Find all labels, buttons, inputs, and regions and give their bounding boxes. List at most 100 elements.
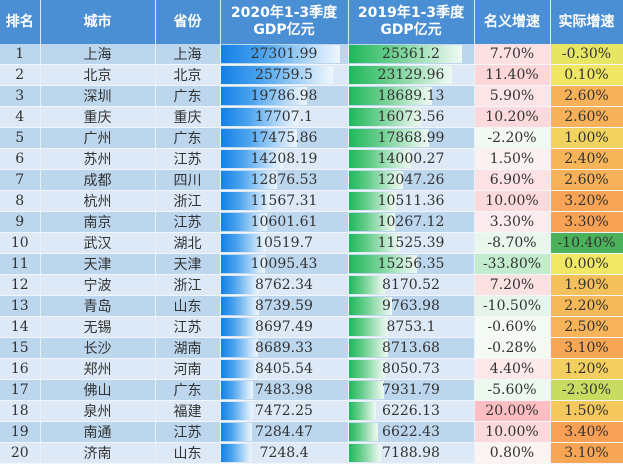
gdp-2019-value: 25361.2 — [382, 46, 440, 62]
city-cell: 天津 — [40, 253, 156, 275]
gdp-2019-cell: 18689.13 — [348, 85, 475, 107]
rank-cell: 19 — [0, 421, 41, 443]
gdp-2019-cell: 25361.2 — [348, 44, 475, 65]
real-growth-cell: 0.10% — [550, 64, 623, 86]
nominal-growth-cell: 1.50% — [474, 148, 551, 170]
gdp-2019-value: 12047.26 — [377, 172, 445, 188]
gdp-2020-data-bar — [220, 150, 283, 168]
gdp-2019-value: 8050.73 — [382, 361, 440, 377]
table-row: 13 青岛 山东 8739.59 9763.98 -10.50% 2.20% — [0, 295, 623, 317]
table-row: 5 广州 广东 17475.86 17868.99 -2.20% 1.00% — [0, 127, 623, 149]
nominal-growth-cell: -33.80% — [474, 253, 551, 275]
header-gdp-2019-line2: GDP亿元 — [380, 22, 442, 38]
gdp-2020-data-bar — [220, 339, 259, 357]
gdp-2020-cell: 10601.61 — [220, 211, 349, 233]
table-row: 17 佛山 广东 7483.98 7931.79 -5.60% -2.30% — [0, 379, 623, 401]
gdp-2019-cell: 11525.39 — [348, 232, 475, 254]
gdp-2020-data-bar — [220, 87, 308, 105]
header-row: 排名 城市 省份 2020年1-3季度 GDP亿元 2019年1-3季度 GDP亿元… — [0, 0, 623, 44]
gdp-2020-data-bar — [220, 234, 267, 252]
rank-cell: 18 — [0, 400, 41, 422]
real-growth-cell: 1.00% — [550, 127, 623, 149]
table-row: 7 成都 四川 12876.53 12047.26 6.90% 2.60% — [0, 169, 623, 191]
gdp-2019-data-bar — [348, 213, 395, 231]
nominal-growth-cell: 7.20% — [474, 274, 551, 296]
rank-cell: 9 — [0, 211, 41, 233]
real-growth-cell: 2.40% — [550, 148, 623, 170]
gdp-2020-value: 19786.98 — [250, 88, 318, 104]
city-cell: 南京 — [40, 211, 156, 233]
gdp-2020-cell: 8689.33 — [220, 337, 349, 359]
city-cell: 郑州 — [40, 358, 156, 380]
table-row: 15 长沙 湖南 8689.33 8713.68 -0.28% 3.10% — [0, 337, 623, 359]
real-growth-cell: 3.10% — [550, 442, 623, 464]
province-cell: 北京 — [155, 64, 221, 86]
rank-cell: 17 — [0, 379, 41, 401]
gdp-2019-cell: 15256.35 — [348, 253, 475, 275]
city-cell: 成都 — [40, 169, 156, 191]
table-row: 6 苏州 江苏 14208.19 14000.27 1.50% 2.40% — [0, 148, 623, 170]
gdp-2019-value: 10511.36 — [377, 193, 445, 209]
nominal-growth-cell: 10.20% — [474, 106, 551, 128]
gdp-2019-cell: 14000.27 — [348, 148, 475, 170]
city-cell: 北京 — [40, 64, 156, 86]
gdp-2020-data-bar — [220, 297, 259, 315]
gdp-2019-value: 8713.68 — [382, 340, 440, 356]
gdp-2019-cell: 10511.36 — [348, 190, 475, 212]
gdp-2019-data-bar — [348, 150, 412, 168]
city-cell: 南通 — [40, 421, 156, 443]
gdp-2019-data-bar — [348, 360, 385, 378]
gdp-2020-value: 25759.5 — [255, 67, 313, 83]
gdp-2019-cell: 17868.99 — [348, 127, 475, 149]
header-gdp-2019[interactable]: 2019年1-3季度 GDP亿元 — [348, 0, 475, 44]
table-row: 10 武汉 湖北 10519.7 11525.39 -8.70% -10.40% — [0, 232, 623, 254]
header-province[interactable]: 省份 — [155, 0, 221, 44]
gdp-2020-data-bar — [220, 108, 298, 126]
gdp-2019-data-bar — [348, 381, 385, 399]
header-rank[interactable]: 排名 — [0, 0, 41, 44]
gdp-2019-cell: 7931.79 — [348, 379, 475, 401]
gdp-2019-data-bar — [348, 171, 403, 189]
table-row: 11 天津 天津 10095.43 15256.35 -33.80% 0.00% — [0, 253, 623, 275]
gdp-2020-cell: 17475.86 — [220, 127, 349, 149]
gdp-2020-cell: 19786.98 — [220, 85, 349, 107]
gdp-2020-value: 10601.61 — [250, 214, 318, 230]
gdp-2019-value: 17868.99 — [377, 130, 445, 146]
rank-cell: 7 — [0, 169, 41, 191]
gdp-2020-value: 27301.99 — [250, 46, 318, 62]
gdp-2019-value: 11525.39 — [377, 235, 445, 251]
city-cell: 宁波 — [40, 274, 156, 296]
gdp-2020-data-bar — [220, 360, 258, 378]
gdp-2020-data-bar — [220, 171, 277, 189]
real-growth-cell: -2.30% — [550, 379, 623, 401]
rank-cell: 12 — [0, 274, 41, 296]
gdp-2019-data-bar — [348, 402, 377, 420]
header-gdp-2020-line1: 2020年1-3季度 — [230, 5, 338, 21]
gdp-2019-cell: 10267.12 — [348, 211, 475, 233]
province-cell: 江苏 — [155, 316, 221, 338]
rank-cell: 6 — [0, 148, 41, 170]
province-cell: 江苏 — [155, 148, 221, 170]
gdp-2019-cell: 6622.43 — [348, 421, 475, 443]
header-gdp-2020[interactable]: 2020年1-3季度 GDP亿元 — [220, 0, 349, 44]
gdp-2020-value: 7284.47 — [255, 424, 313, 440]
city-cell: 苏州 — [40, 148, 156, 170]
header-nominal-growth[interactable]: 名义增速 — [474, 0, 551, 44]
gdp-2019-cell: 12047.26 — [348, 169, 475, 191]
gdp-2019-value: 14000.27 — [377, 151, 445, 167]
header-gdp-2020-line2: GDP亿元 — [253, 22, 315, 38]
gdp-2020-data-bar — [220, 129, 297, 147]
province-cell: 天津 — [155, 253, 221, 275]
gdp-2020-cell: 27301.99 — [220, 44, 349, 65]
gdp-2020-cell: 25759.5 — [220, 64, 349, 86]
header-city[interactable]: 城市 — [40, 0, 156, 44]
header-real-growth[interactable]: 实际增速 — [550, 0, 623, 44]
real-growth-cell: 2.60% — [550, 106, 623, 128]
table-row: 12 宁波 浙江 8762.34 8170.52 7.20% 1.90% — [0, 274, 623, 296]
gdp-2020-data-bar — [220, 213, 267, 231]
province-cell: 湖北 — [155, 232, 221, 254]
gdp-2019-cell: 8170.52 — [348, 274, 475, 296]
rank-cell: 11 — [0, 253, 41, 275]
gdp-2020-cell: 10095.43 — [220, 253, 349, 275]
nominal-growth-cell: 5.90% — [474, 85, 551, 107]
